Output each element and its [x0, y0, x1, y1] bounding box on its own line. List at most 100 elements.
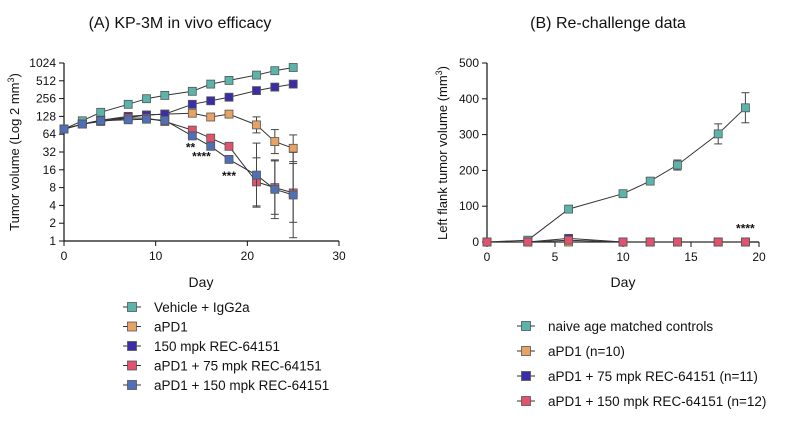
- y-tick-label-a: 1024: [29, 56, 56, 70]
- data-point-a: [96, 107, 106, 117]
- series-line-b-0: [486, 107, 746, 243]
- series-a-4: [59, 114, 298, 239]
- y-tick-label-a: 4: [49, 198, 56, 212]
- data-point-a: [206, 133, 216, 143]
- y-tick-label-b: 200: [459, 163, 479, 177]
- data-point-b: [673, 237, 682, 247]
- legend-label-a: aPD1 + 150 mpk REC-64151: [154, 378, 329, 393]
- y-tick-label-a: 128: [36, 109, 56, 123]
- legend-swatch-a: [127, 380, 137, 390]
- data-point-a: [206, 79, 216, 89]
- legend-swatch-a: [127, 360, 137, 371]
- y-tick-label-a: 1: [49, 234, 56, 248]
- data-point-b: [645, 237, 655, 247]
- y-axis-label-a-sup: 3: [6, 77, 16, 82]
- x-tick-label-a: 30: [332, 249, 346, 263]
- data-point-b: [713, 129, 723, 139]
- y-tick-label-a: 512: [36, 74, 56, 88]
- data-point-a: [288, 79, 298, 89]
- legend-b: naive age matched controls aPD1 (n=10) aPD…: [517, 319, 766, 409]
- data-point-a: [288, 143, 298, 153]
- data-point-a: [270, 184, 280, 194]
- chart-panel-b: (B) Re-challenge data Left flank tumor v…: [434, 15, 766, 409]
- data-point-a: [160, 91, 170, 100]
- x-tick-label-b: 15: [684, 250, 698, 264]
- legend-item-b: aPD1 + 75 mpk REC-64151 (n=11): [517, 369, 758, 384]
- data-point-a: [206, 141, 216, 151]
- data-point-b: [482, 237, 492, 247]
- series-a-2: [59, 79, 298, 134]
- data-point-a: [77, 119, 87, 129]
- data-point-b: [645, 176, 655, 186]
- y-axis-label-a: Tumor volume (Log 2 mm3): [6, 73, 22, 231]
- x-axis-label-b: Day: [611, 274, 636, 290]
- legend-swatch-b: [521, 396, 531, 406]
- legend-label-a: Vehicle + IgG2a: [154, 300, 250, 315]
- x-tick-label-b: 20: [752, 250, 766, 264]
- data-point-a: [288, 190, 298, 200]
- legend-label-b: naive age matched controls: [548, 319, 713, 334]
- x-tick-label-a: 10: [149, 249, 163, 263]
- x-tick-label-a: 0: [61, 249, 68, 263]
- legend-label-a: aPD1 + 75 mpk REC-64151: [154, 359, 322, 374]
- series-line-b-3: [487, 239, 746, 243]
- significance-label-b: ****: [736, 221, 755, 235]
- data-point-a: [270, 66, 280, 76]
- y-tick-label-a: 2: [49, 216, 56, 230]
- legend-item-a: Vehicle + IgG2a: [123, 300, 250, 315]
- legend-label-b: aPD1 + 150 mpk REC-64151 (n=12): [548, 394, 766, 409]
- legend-item-a: aPD1 + 150 mpk REC-64151: [123, 378, 329, 393]
- y-tick-label-a: 32: [43, 145, 57, 159]
- data-point-b: [741, 103, 750, 113]
- x-tick-label-b: 0: [484, 250, 491, 264]
- legend-item-b: aPD1 (n=10): [517, 344, 625, 359]
- data-point-b: [618, 189, 628, 199]
- data-point-a: [187, 99, 197, 109]
- data-point-a: [59, 124, 69, 134]
- significance-label-a: **: [186, 141, 196, 155]
- data-point-a: [142, 114, 151, 124]
- data-point-b: [741, 237, 750, 247]
- data-point-a: [187, 86, 197, 96]
- legend-item-b: naive age matched controls: [517, 319, 713, 334]
- data-point-a: [252, 70, 261, 80]
- series-b-0: [482, 92, 750, 247]
- y-tick-label-a: 64: [43, 127, 57, 141]
- y-tick-label-b: 500: [459, 56, 479, 70]
- series-a-3: [59, 113, 298, 223]
- legend-label-b: aPD1 + 75 mpk REC-64151 (n=11): [548, 369, 758, 384]
- x-tick-label-a: 20: [241, 249, 255, 263]
- chart-title-b: (B) Re-challenge data: [530, 15, 686, 32]
- data-point-a: [288, 63, 298, 72]
- legend-item-a: 150 mpk REC-64151: [123, 339, 280, 354]
- y-axis-label-a-tail: ): [7, 73, 22, 77]
- y-tick-label-b: 0: [472, 235, 479, 249]
- legend-swatch-a: [127, 341, 137, 351]
- y-tick-label-a: 8: [49, 181, 56, 195]
- y-tick-label-a: 256: [36, 92, 56, 106]
- legend-swatch-b: [521, 371, 531, 381]
- y-axis-label-a-main: Tumor volume (Log 2 mm: [7, 83, 22, 231]
- legend-label-b: aPD1 (n=10): [548, 344, 625, 359]
- data-point-a: [224, 154, 234, 164]
- legend-item-a: aPD1 + 75 mpk REC-64151: [123, 359, 322, 374]
- legend-swatch-a: [127, 302, 137, 312]
- legend-item-b: aPD1 + 150 mpk REC-64151 (n=12): [517, 394, 766, 409]
- y-axis-label-b: Left flank tumor volume (mm3): [434, 66, 450, 240]
- x-tick-label-b: 10: [616, 250, 630, 264]
- legend-a: Vehicle + IgG2a aPD1 150 mpk REC-64151 aPD1…: [123, 300, 329, 393]
- data-point-a: [96, 116, 106, 126]
- chart-title-a: (A) KP-3M in vivo efficacy: [89, 15, 272, 32]
- data-point-a: [252, 170, 261, 180]
- data-point-a: [224, 141, 234, 151]
- y-tick-label-a: 16: [43, 163, 57, 177]
- significance-label-a: ***: [222, 169, 236, 183]
- data-point-a: [206, 96, 216, 106]
- series-a-1: [59, 108, 298, 163]
- data-point-b: [564, 204, 573, 214]
- x-axis-label-a: Day: [189, 274, 214, 290]
- data-point-a: [123, 115, 133, 125]
- y-axis-label-b-main: Left flank tumor volume (mm: [435, 75, 450, 240]
- data-point-b: [564, 235, 573, 245]
